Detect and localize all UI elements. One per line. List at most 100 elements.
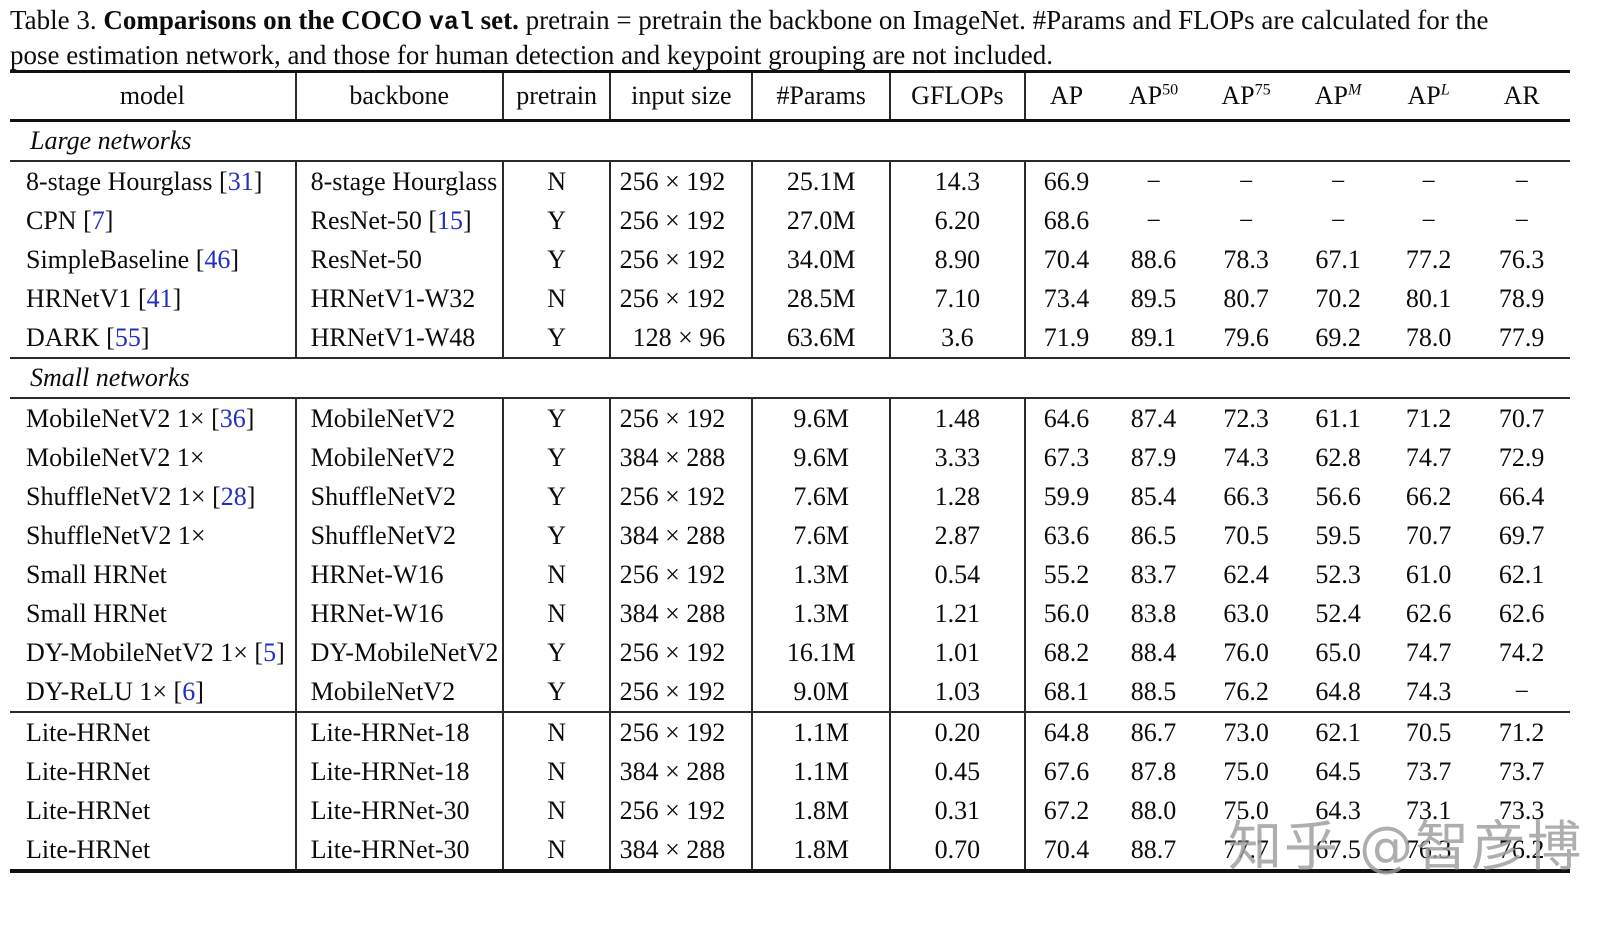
cell-ap50: 86.5 <box>1130 520 1177 550</box>
cell-apm: 64.3 <box>1315 795 1361 825</box>
cell-ap75: 75.0 <box>1223 756 1269 786</box>
cell-gflops: 1.48 <box>890 398 1026 438</box>
cell-ap50: 85.4 <box>1130 481 1177 511</box>
cell-params: 28.5M <box>752 279 892 318</box>
cell-gflops: 1.21 <box>890 594 1026 633</box>
citation-link[interactable]: 41 <box>146 283 173 313</box>
cell-ar: 72.9 <box>1498 442 1545 472</box>
cell-pretrain: N <box>502 279 612 318</box>
cell-apl: 74.7 <box>1405 442 1452 472</box>
table-row: Lite-HRNet Lite-HRNet-30 N 256 × 192 1.8M 0.3… <box>10 791 1570 830</box>
header-superscript: M <box>1348 81 1362 99</box>
cell-backbone: HRNet-W16 <box>295 555 504 594</box>
citation-link[interactable]: 31 <box>227 166 254 196</box>
cell-input: 256 × 192 <box>610 161 754 201</box>
cell-model: MobileNetV2 1× [36] <box>10 398 297 438</box>
cell-apm: 62.8 <box>1315 442 1361 472</box>
cell-backbone: 8-stage Hourglass <box>295 161 504 201</box>
cell-gflops: 3.6 <box>890 318 1026 358</box>
cell-ap50: 88.7 <box>1130 834 1177 864</box>
cell-params: 25.1M <box>752 161 892 201</box>
cell-ar: 77.9 <box>1498 322 1545 352</box>
cell-ap50: 89.1 <box>1130 322 1177 352</box>
citation-link[interactable]: 46 <box>204 244 231 274</box>
cell-pretrain: N <box>502 830 612 871</box>
cell-ap50: 87.9 <box>1130 442 1177 472</box>
citation-link[interactable]: 36 <box>219 403 246 433</box>
cell-gflops: 1.28 <box>890 477 1026 516</box>
cell-ap75: 62.4 <box>1223 559 1269 589</box>
cell-ar: 62.6 <box>1498 598 1545 628</box>
cell-params: 16.1M <box>752 633 892 672</box>
table-row: CPN [7] ResNet-50 [15] Y 256 × 192 27.0M 6.20… <box>10 201 1570 240</box>
cell-apl: 70.5 <box>1383 711 1474 752</box>
cell-model: ShuffleNetV2 1× <box>10 516 297 555</box>
cell-gflops: 3.33 <box>890 438 1026 477</box>
cell-gflops: 1.01 <box>890 633 1026 672</box>
citation-link[interactable]: 28 <box>220 481 247 511</box>
citation-link[interactable]: 5 <box>263 637 277 667</box>
cell-model: Lite-HRNet <box>10 830 297 871</box>
cell-ar: 62.1 <box>1498 559 1545 589</box>
cell-model: 8-stage Hourglass [31] <box>10 161 297 201</box>
cell-input: 384 × 288 <box>610 516 754 555</box>
header-cell: #Params <box>752 71 892 122</box>
cell-params: 1.1M <box>752 711 892 752</box>
cell-ap75: 66.3 <box>1223 481 1269 511</box>
cell-input: 256 × 192 <box>610 633 754 672</box>
cell-ap75: 77.7 <box>1223 834 1269 864</box>
cell-model: DY-ReLU 1× [6] <box>10 672 297 712</box>
cell-ap: 70.4 <box>1043 834 1090 864</box>
cell-ar: 71.2 <box>1473 711 1570 752</box>
cell-ap: 67.3 <box>1043 442 1090 472</box>
cell-params: 1.3M <box>752 555 892 594</box>
cell-backbone: MobileNetV2 <box>295 672 504 712</box>
table-row: 8-stage Hourglass [31] 8-stage Hourglass N… <box>10 161 1570 201</box>
cell-pretrain: Y <box>502 201 612 240</box>
cell-apl: 73.1 <box>1405 795 1452 825</box>
cell-ar: − <box>1514 166 1530 196</box>
cell-ar: 73.7 <box>1498 756 1545 786</box>
citation-link[interactable]: 55 <box>114 322 141 352</box>
cell-ap: 67.2 <box>1043 795 1090 825</box>
cell-input: 256 × 192 <box>610 555 754 594</box>
cell-ap75: 76.0 <box>1223 637 1269 667</box>
cell-ap75: 73.0 <box>1199 711 1293 752</box>
cell-pretrain: N <box>502 711 612 752</box>
cell-gflops: 6.20 <box>890 201 1026 240</box>
cell-gflops: 14.3 <box>890 161 1026 201</box>
cell-model: Lite-HRNet <box>10 791 297 830</box>
cell-apl: 62.6 <box>1405 598 1452 628</box>
cell-backbone: MobileNetV2 <box>295 398 504 438</box>
cell-params: 7.6M <box>752 477 892 516</box>
cell-apm: 65.0 <box>1315 637 1361 667</box>
citation-link[interactable]: 6 <box>182 676 196 706</box>
cell-ap: 64.6 <box>1043 403 1090 433</box>
table-row: Lite-HRNet Lite-HRNet-18 N 384 × 288 1.1M 0.4… <box>10 752 1570 791</box>
citation-link[interactable]: 7 <box>91 205 105 235</box>
caption-val-code: val <box>428 8 474 37</box>
cell-pretrain: N <box>502 161 612 201</box>
cell-backbone: Lite-HRNet-30 <box>295 791 504 830</box>
header-cell: APM <box>1292 71 1384 122</box>
cell-backbone: ShuffleNetV2 <box>295 516 504 555</box>
cell-ap75: 74.3 <box>1223 442 1269 472</box>
table-row: DY-MobileNetV2 1× [5] DY-MobileNetV2 Y 256 … <box>10 633 1570 672</box>
cell-apl: 61.0 <box>1405 559 1452 589</box>
cell-ar: 69.7 <box>1498 520 1545 550</box>
cell-apm: − <box>1330 205 1346 235</box>
cell-ar: 76.3 <box>1498 244 1545 274</box>
cell-apl: 76.3 <box>1405 834 1452 864</box>
cell-backbone: HRNetV1-W32 <box>295 279 504 318</box>
citation-link[interactable]: 15 <box>437 205 464 235</box>
header-cell: input size <box>610 71 754 122</box>
table-row: ShuffleNetV2 1× [28] ShuffleNetV2 Y 256 × 1… <box>10 477 1570 516</box>
cell-apm: 62.1 <box>1292 711 1384 752</box>
cell-apl: − <box>1421 166 1436 196</box>
cell-model: SimpleBaseline [46] <box>10 240 297 279</box>
header-cell: AP50 <box>1107 71 1200 122</box>
cell-ar: − <box>1514 205 1530 235</box>
cell-pretrain: Y <box>502 318 612 358</box>
table-row: HRNetV1 [41] HRNetV1-W32 N 256 × 192 28.5M 7.… <box>10 279 1570 318</box>
cell-ap50: 87.4 <box>1130 403 1177 433</box>
